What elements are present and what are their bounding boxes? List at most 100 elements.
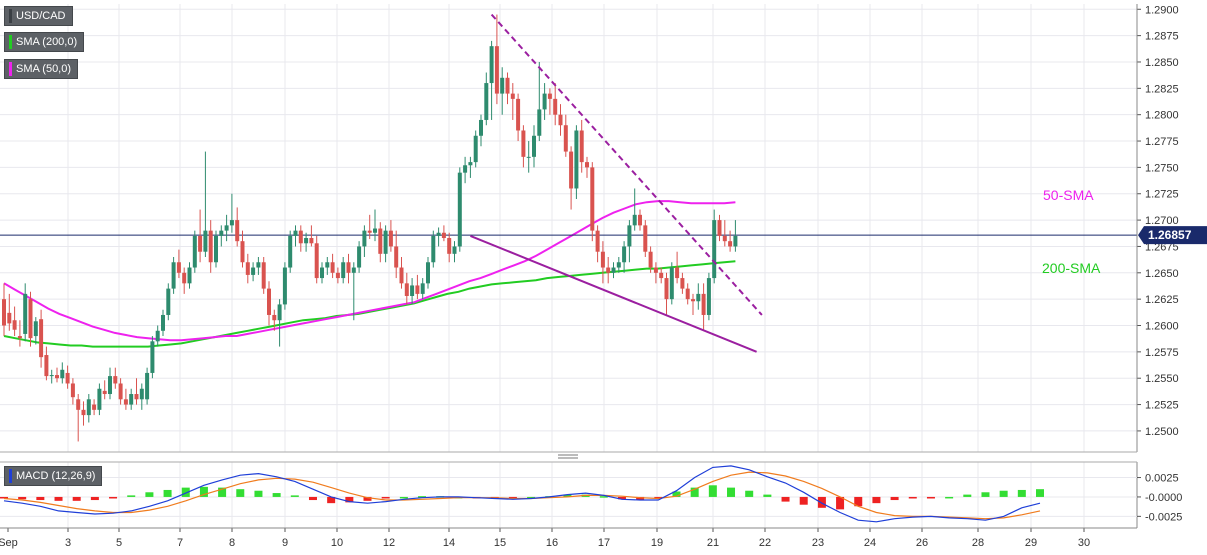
candle-body [208, 230, 213, 263]
candle-body [198, 235, 203, 252]
candle-body [669, 267, 674, 300]
candle-body [394, 246, 399, 268]
legend-macd-label: MACD (12,26,9) [16, 470, 96, 482]
candle-body [224, 225, 229, 231]
candle-body [431, 235, 436, 263]
y-tick-label: 1.2850 [1145, 57, 1179, 69]
candle-body [373, 228, 377, 233]
x-tick-label: 9 [282, 537, 288, 549]
candle-body [39, 319, 44, 358]
current-price-tag [1138, 226, 1207, 245]
candle-body [12, 320, 17, 330]
x-tick-label: 3 [65, 537, 71, 549]
macd-histogram-bar [36, 496, 45, 501]
candle-body [701, 293, 706, 315]
candles [2, 14, 738, 442]
macd-histogram-bar [727, 487, 736, 497]
candle-body [351, 267, 356, 273]
macd-histogram-bar [54, 496, 63, 501]
x-tick-label: 28 [972, 537, 984, 549]
candle-body [378, 228, 383, 254]
macd-line [3, 465, 1041, 523]
candle-body [166, 288, 171, 315]
candle-body [627, 225, 632, 247]
candle-body [468, 162, 473, 166]
candle-body [447, 238, 452, 254]
candle-body [494, 46, 499, 94]
candle-body [563, 125, 568, 152]
macd-histogram-bar [0, 496, 8, 499]
macd-histogram-bar [1017, 489, 1026, 497]
candle-body [118, 383, 123, 400]
candle-body [28, 299, 33, 339]
candle-body [521, 130, 526, 157]
candle-body [585, 162, 589, 168]
y-tick-label: 1.2575 [1145, 347, 1179, 359]
candle-body [367, 230, 372, 233]
macd-histogram-bar [908, 496, 917, 499]
candle-body [70, 383, 75, 398]
candle-body [638, 214, 642, 226]
candle-body [44, 355, 49, 377]
candle-body [288, 235, 293, 268]
legend-sma200-swatch [9, 35, 12, 49]
y-tick-label: 1.2825 [1145, 83, 1179, 95]
candle-body [463, 165, 468, 173]
x-tick-label: 19 [651, 537, 663, 549]
macd-histogram-bar [745, 490, 754, 497]
candle-body [261, 262, 266, 289]
candle-body [717, 220, 722, 236]
candle-body [733, 235, 738, 247]
candle-body [267, 288, 271, 315]
macd-histogram-bar [308, 496, 317, 501]
candle-body [426, 262, 430, 284]
candle-body [484, 83, 489, 120]
x-tick-label: 30 [1078, 537, 1090, 549]
candle-body [129, 394, 134, 405]
candle-body [335, 272, 340, 279]
candle-body [489, 46, 494, 84]
candle-body [155, 330, 160, 342]
candle-body [256, 262, 261, 268]
candle-body [579, 130, 584, 163]
candle-body [680, 278, 685, 289]
candle-body [60, 369, 65, 379]
x-tick-label: 12 [383, 537, 395, 549]
candle-body [81, 409, 86, 416]
candle-body [659, 272, 664, 279]
candle-body [33, 321, 38, 337]
candle-body [86, 399, 91, 416]
candle-body [272, 314, 277, 321]
candle-body [399, 267, 404, 284]
macd-histogram-bar [290, 495, 299, 497]
candle-body [304, 238, 309, 244]
candle-body [590, 167, 595, 231]
macd-histogram-bar [636, 496, 645, 501]
macd-histogram-bar [181, 487, 190, 497]
macd-histogram-bar [72, 496, 81, 501]
candle-body [145, 372, 150, 400]
macd-y-tick-label: -0.0000 [1145, 492, 1182, 504]
candle-body [436, 232, 441, 236]
x-tick-label: Sep [0, 537, 18, 549]
macd-histogram-bar [418, 496, 427, 498]
legend-sma50-label: SMA (50,0) [16, 63, 72, 75]
macd-histogram-bar [963, 494, 972, 497]
x-tick-label: 22 [759, 537, 771, 549]
x-tick-label: 24 [864, 537, 876, 549]
candle-body [675, 267, 680, 279]
candle-body [341, 262, 346, 279]
macd-histogram-bar [617, 496, 626, 500]
macd-histogram-bar [272, 493, 281, 497]
x-tick-label: 10 [331, 537, 343, 549]
macd-histogram-bar [854, 496, 863, 507]
candle-body [420, 283, 425, 294]
macd-histogram-bar [236, 489, 245, 497]
macd-histogram-bar [999, 490, 1008, 497]
candle-body [706, 278, 711, 315]
support-trendline [470, 234, 757, 353]
legend-sma50-swatch [9, 62, 12, 76]
y-tick-label: 1.2800 [1145, 110, 1179, 122]
candle-body [282, 267, 287, 305]
